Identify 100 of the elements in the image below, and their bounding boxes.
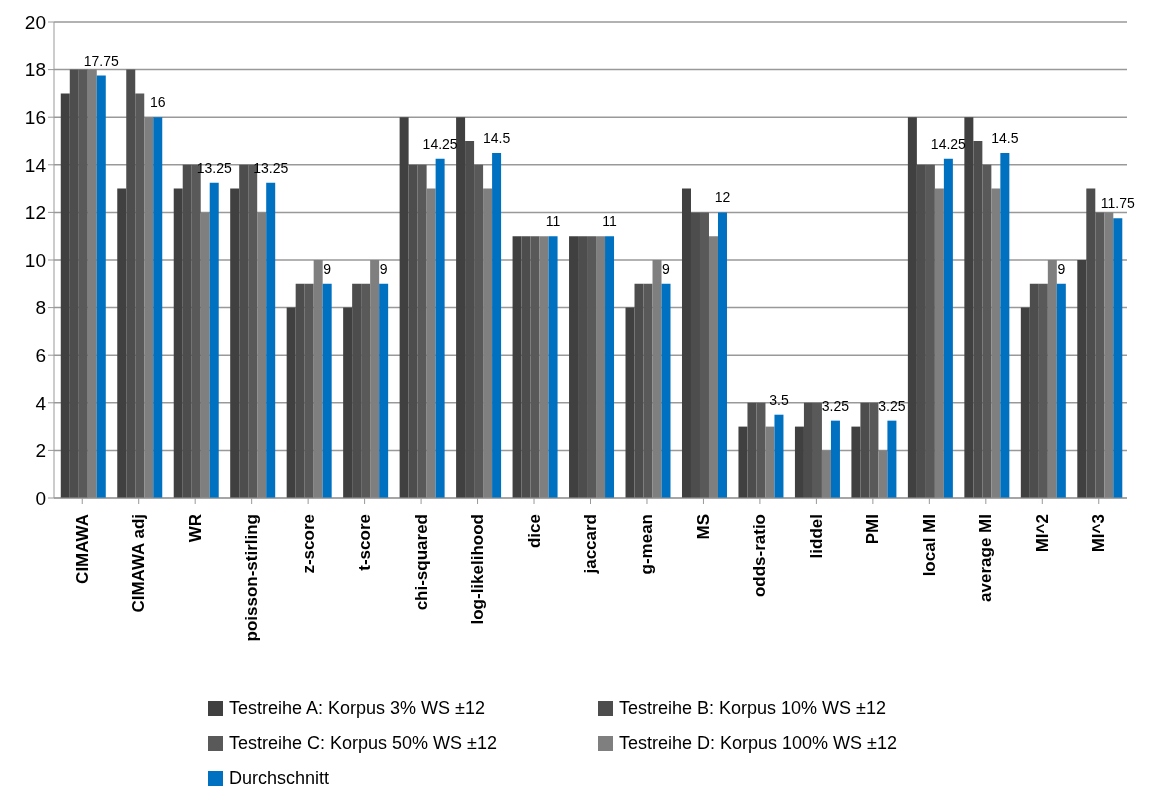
bar bbox=[456, 117, 466, 498]
bar bbox=[60, 93, 70, 498]
legend-label: Testreihe B: Korpus 10% WS ±12 bbox=[619, 698, 887, 719]
bar bbox=[765, 426, 775, 498]
y-tick-label: 8 bbox=[35, 297, 46, 319]
x-tick-label: liddel bbox=[806, 514, 826, 559]
data-label: 11 bbox=[545, 213, 561, 230]
bar bbox=[887, 420, 897, 498]
bar bbox=[596, 236, 606, 498]
bar bbox=[774, 414, 784, 498]
data-label: 14.5 bbox=[482, 129, 511, 146]
bar bbox=[173, 188, 183, 498]
bar bbox=[117, 188, 127, 498]
y-tick-label: 20 bbox=[24, 11, 46, 33]
x-tick-label: PMI bbox=[863, 514, 883, 545]
bar bbox=[257, 212, 267, 498]
data-label: 3.25 bbox=[821, 397, 850, 414]
y-tick-label: 6 bbox=[35, 344, 46, 366]
data-label: 3.5 bbox=[769, 391, 789, 408]
bar bbox=[738, 426, 748, 498]
bar bbox=[1113, 218, 1123, 498]
bar bbox=[943, 158, 953, 498]
x-tick-label: odds-ratio bbox=[750, 514, 770, 598]
bar bbox=[512, 236, 522, 498]
bar bbox=[830, 420, 840, 498]
data-label: 11.75 bbox=[1100, 195, 1136, 212]
legend-label: Testreihe A: Korpus 3% WS ±12 bbox=[229, 698, 485, 719]
x-tick-label: dice bbox=[524, 514, 544, 549]
bar bbox=[605, 236, 615, 498]
y-tick-label: 10 bbox=[24, 249, 46, 271]
bar bbox=[708, 236, 718, 498]
legend-label: Durchschnitt bbox=[229, 768, 330, 789]
data-label: 16 bbox=[149, 94, 166, 111]
y-tick-label: 18 bbox=[24, 59, 46, 81]
bar bbox=[681, 188, 691, 498]
bar bbox=[426, 188, 436, 498]
data-label: 9 bbox=[323, 260, 332, 277]
data-label: 13.25 bbox=[196, 159, 232, 176]
bar bbox=[209, 182, 219, 498]
bar bbox=[379, 283, 389, 498]
bar bbox=[794, 426, 804, 498]
x-tick-label: log-likelihood bbox=[468, 514, 488, 625]
y-tick-label: 4 bbox=[35, 392, 47, 414]
bar bbox=[661, 283, 671, 498]
bar bbox=[200, 212, 210, 498]
bar bbox=[652, 260, 662, 498]
bar bbox=[569, 236, 579, 498]
x-tick-label: t-score bbox=[355, 514, 375, 571]
data-label: 13.25 bbox=[253, 159, 289, 176]
bar bbox=[1020, 307, 1030, 498]
y-tick-label: 12 bbox=[24, 202, 46, 224]
bar bbox=[1056, 283, 1066, 498]
x-tick-label: MI^2 bbox=[1032, 514, 1052, 553]
data-label: 17.75 bbox=[83, 52, 119, 69]
x-tick-label: z-score bbox=[298, 514, 318, 574]
bar bbox=[230, 188, 240, 498]
bar bbox=[87, 69, 97, 498]
bar bbox=[625, 307, 635, 498]
bar bbox=[322, 283, 332, 498]
bar bbox=[96, 75, 106, 498]
legend-label: Testreihe C: Korpus 50% WS ±12 bbox=[229, 733, 497, 754]
bar bbox=[548, 236, 558, 498]
bar bbox=[153, 117, 163, 498]
legend-label: Testreihe D: Korpus 100% WS ±12 bbox=[619, 733, 898, 754]
bar bbox=[717, 212, 727, 498]
bar bbox=[821, 450, 831, 498]
x-tick-label: MS bbox=[693, 514, 713, 540]
bar bbox=[1000, 152, 1010, 498]
x-tick-label: g-mean bbox=[637, 514, 657, 575]
x-tick-label: local MI bbox=[919, 514, 939, 577]
bar bbox=[934, 188, 944, 498]
x-tick-label: chi-squared bbox=[411, 514, 431, 611]
x-tick-label: CIMAWA bbox=[72, 514, 92, 584]
bar bbox=[1077, 260, 1087, 498]
bar bbox=[435, 158, 445, 498]
y-tick-label: 2 bbox=[35, 440, 46, 462]
data-label: 14.5 bbox=[991, 129, 1019, 146]
bar bbox=[991, 188, 1001, 498]
bar bbox=[907, 117, 917, 498]
bar bbox=[1047, 260, 1057, 498]
x-tick-label: MI^3 bbox=[1089, 514, 1109, 553]
y-tick-label: 16 bbox=[24, 106, 46, 128]
bar bbox=[851, 426, 861, 498]
bar bbox=[878, 450, 888, 498]
data-label: 9 bbox=[662, 260, 671, 277]
bar bbox=[483, 188, 493, 498]
data-label: 12 bbox=[714, 189, 731, 206]
bar bbox=[313, 260, 323, 498]
bar bbox=[492, 152, 502, 498]
bar bbox=[144, 117, 154, 498]
x-tick-label: jaccard bbox=[581, 514, 600, 575]
bar bbox=[399, 117, 409, 498]
bar bbox=[286, 307, 296, 498]
bar bbox=[266, 182, 276, 498]
data-label: 11 bbox=[602, 213, 618, 230]
x-tick-label: CIMAWA adj bbox=[129, 514, 149, 613]
bar bbox=[539, 236, 549, 498]
y-tick-label: 0 bbox=[35, 487, 46, 509]
bar bbox=[964, 117, 974, 498]
data-label: 9 bbox=[379, 260, 388, 277]
